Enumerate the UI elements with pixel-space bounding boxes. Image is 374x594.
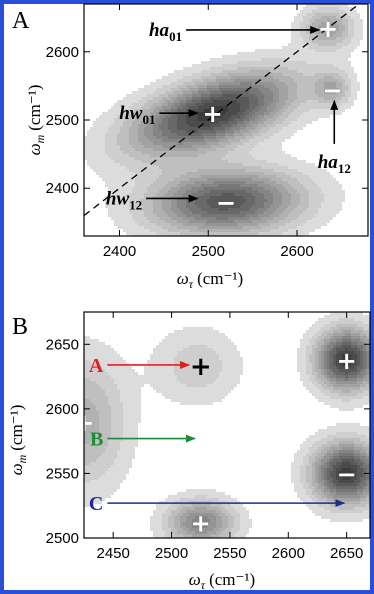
panel-b-ylabel: ωm (cm⁻¹) <box>7 405 29 476</box>
peak-sign-ha01: + <box>318 15 338 43</box>
panel-b-contours <box>84 312 370 538</box>
peak-sign-hw01: + <box>203 100 223 128</box>
annotation-base: hw <box>119 103 143 124</box>
xtick-label-2500: 2500 <box>155 545 188 562</box>
annotation-hw12: hw12 <box>106 188 142 212</box>
peak-sign-hw12: − <box>216 189 236 217</box>
annotation-label-B: B <box>90 429 103 451</box>
xtick-label-2600: 2600 <box>272 545 305 562</box>
xtick-label-2400: 2400 <box>103 243 136 260</box>
peak-sign-ha12: − <box>322 76 342 104</box>
panel-a-ylabel-unit: (cm⁻¹) <box>25 85 44 131</box>
annotation-sub: 12 <box>129 197 142 212</box>
annotation-sub: 12 <box>338 161 351 176</box>
panel-b-xlabel-sub: τ <box>201 578 206 592</box>
panel-b-ylabel-symbol: ω <box>7 463 26 475</box>
panel-a-xlabel-sub: τ <box>189 277 194 291</box>
panel-b-overlay: +−+++ABC <box>74 347 357 538</box>
ytick-label-2500: 2500 <box>46 530 79 547</box>
annotation-ha01: ha01 <box>149 20 182 44</box>
annotation-label-A: A <box>89 355 104 377</box>
ytick-label-2400: 2400 <box>46 180 79 197</box>
contour-level-1 <box>84 312 370 538</box>
annotation-base: ha <box>149 20 170 41</box>
contour-level-12 <box>198 106 228 121</box>
ytick-label-2650: 2650 <box>46 336 79 353</box>
peak-sign-p1: + <box>337 347 357 375</box>
panel-a-xlabel-symbol: ω <box>177 269 189 288</box>
contour-level-6 <box>183 333 370 534</box>
xtick-label-2650: 2650 <box>330 545 363 562</box>
annotation-base: ha <box>318 152 339 173</box>
ytick-label-2600: 2600 <box>46 44 79 61</box>
panel-a-ylabel-sub: m <box>33 134 47 143</box>
ytick-label-2600: 2600 <box>46 401 79 418</box>
panel-b-ylabel-unit: (cm⁻¹) <box>7 405 26 451</box>
annotation-sub: 01 <box>169 29 182 44</box>
annotation-sub: 01 <box>142 112 155 127</box>
panel-a-contours <box>84 4 368 236</box>
panel-a-ticks: 2400 2500 2600 2400 2500 2600 <box>46 4 368 260</box>
ytick-label-2500: 2500 <box>46 112 79 129</box>
xtick-label-2450: 2450 <box>96 545 129 562</box>
panel-b-axes-box <box>83 311 371 539</box>
panel-b-xlabel-symbol: ω <box>189 570 201 589</box>
annotation-label-C: C <box>89 493 103 515</box>
panel-b: +−+++ABC 2450 2500 2550 2600 265025002550260… <box>7 311 371 592</box>
panel-a-ylabel-symbol: ω <box>25 143 44 155</box>
annotation-ha12: ha12 <box>318 152 351 176</box>
panel-a-letter: A <box>12 8 30 34</box>
contour-level-11 <box>336 348 357 483</box>
panel-a-ylabel: ωm (cm⁻¹) <box>25 85 47 156</box>
panel-b-xlabel: ωτ (cm⁻¹) <box>189 570 255 592</box>
xtick-label-2550: 2550 <box>213 545 246 562</box>
contour-level-10 <box>330 345 363 486</box>
ytick-label-2550: 2550 <box>46 465 79 482</box>
annotation-base: hw <box>106 188 130 209</box>
panel-b-ticks: 2450 2500 2550 2600 2650 2500 2550 2600 2650 <box>46 312 370 562</box>
panel-b-ylabel-sub: m <box>15 454 29 463</box>
panel-b-xlabel-unit: (cm⁻¹) <box>209 570 255 589</box>
peak-sign-p3: + <box>191 510 211 538</box>
xtick-label-2600: 2600 <box>280 243 313 260</box>
panel-b-letter: B <box>12 314 28 340</box>
marker-plus-0: + <box>190 352 212 382</box>
annotation-hw01: hw01 <box>119 103 155 127</box>
diagonal-line <box>83 3 360 217</box>
panel-a-xlabel-unit: (cm⁻¹) <box>197 269 243 288</box>
peak-sign-p2: − <box>337 460 357 488</box>
xtick-label-2500: 2500 <box>192 243 225 260</box>
panel-a-xlabel: ωτ (cm⁻¹) <box>177 269 243 291</box>
